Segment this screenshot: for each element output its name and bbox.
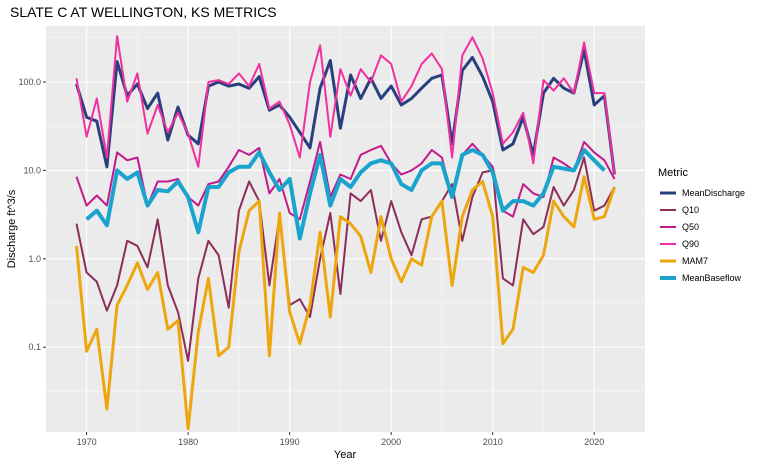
legend-title: Metric (658, 167, 688, 179)
series-line-q10 (75, 156, 616, 362)
chart-title: SLATE C AT WELLINGTON, KS METRICS (10, 4, 277, 20)
legend-label-meanbaseflow: MeanBaseflow (682, 273, 742, 283)
legend-label-q90: Q90 (682, 239, 699, 249)
legend-label-q10: Q10 (682, 205, 699, 215)
series-line-q90 (75, 35, 616, 175)
legend-label-mam7: MAM7 (682, 256, 708, 266)
x-tick-label: 1990 (280, 437, 300, 447)
y-axis: 0.1 1.0 10.0 100.0 (18, 77, 46, 352)
x-axis-title: Year (334, 449, 357, 461)
x-axis: 1970 1980 1990 2000 2010 2020 (77, 432, 604, 447)
y-tick-label: 1.0 (28, 254, 41, 264)
series-line-q50 (75, 140, 616, 221)
x-tick-label: 1970 (77, 437, 97, 447)
y-tick-label: 100.0 (18, 77, 41, 87)
series-layer (75, 35, 616, 431)
series-line-meanbaseflow (85, 148, 606, 241)
x-tick-label: 2000 (381, 437, 401, 447)
x-tick-label: 2020 (584, 437, 604, 447)
series-line-mam7 (75, 175, 616, 431)
y-tick-label: 0.1 (28, 342, 41, 352)
y-axis-title: Discharge ft^3/s (6, 189, 18, 268)
x-tick-label: 1980 (178, 437, 198, 447)
legend-label-q50: Q50 (682, 222, 699, 232)
legend-label-meandischarge: MeanDischarge (682, 188, 745, 198)
legend: Metric MeanDischarge Q10 Q50 Q90 MAM7 MeanBas… (658, 167, 745, 283)
y-tick-label: 10.0 (23, 165, 41, 175)
x-tick-label: 2010 (483, 437, 503, 447)
